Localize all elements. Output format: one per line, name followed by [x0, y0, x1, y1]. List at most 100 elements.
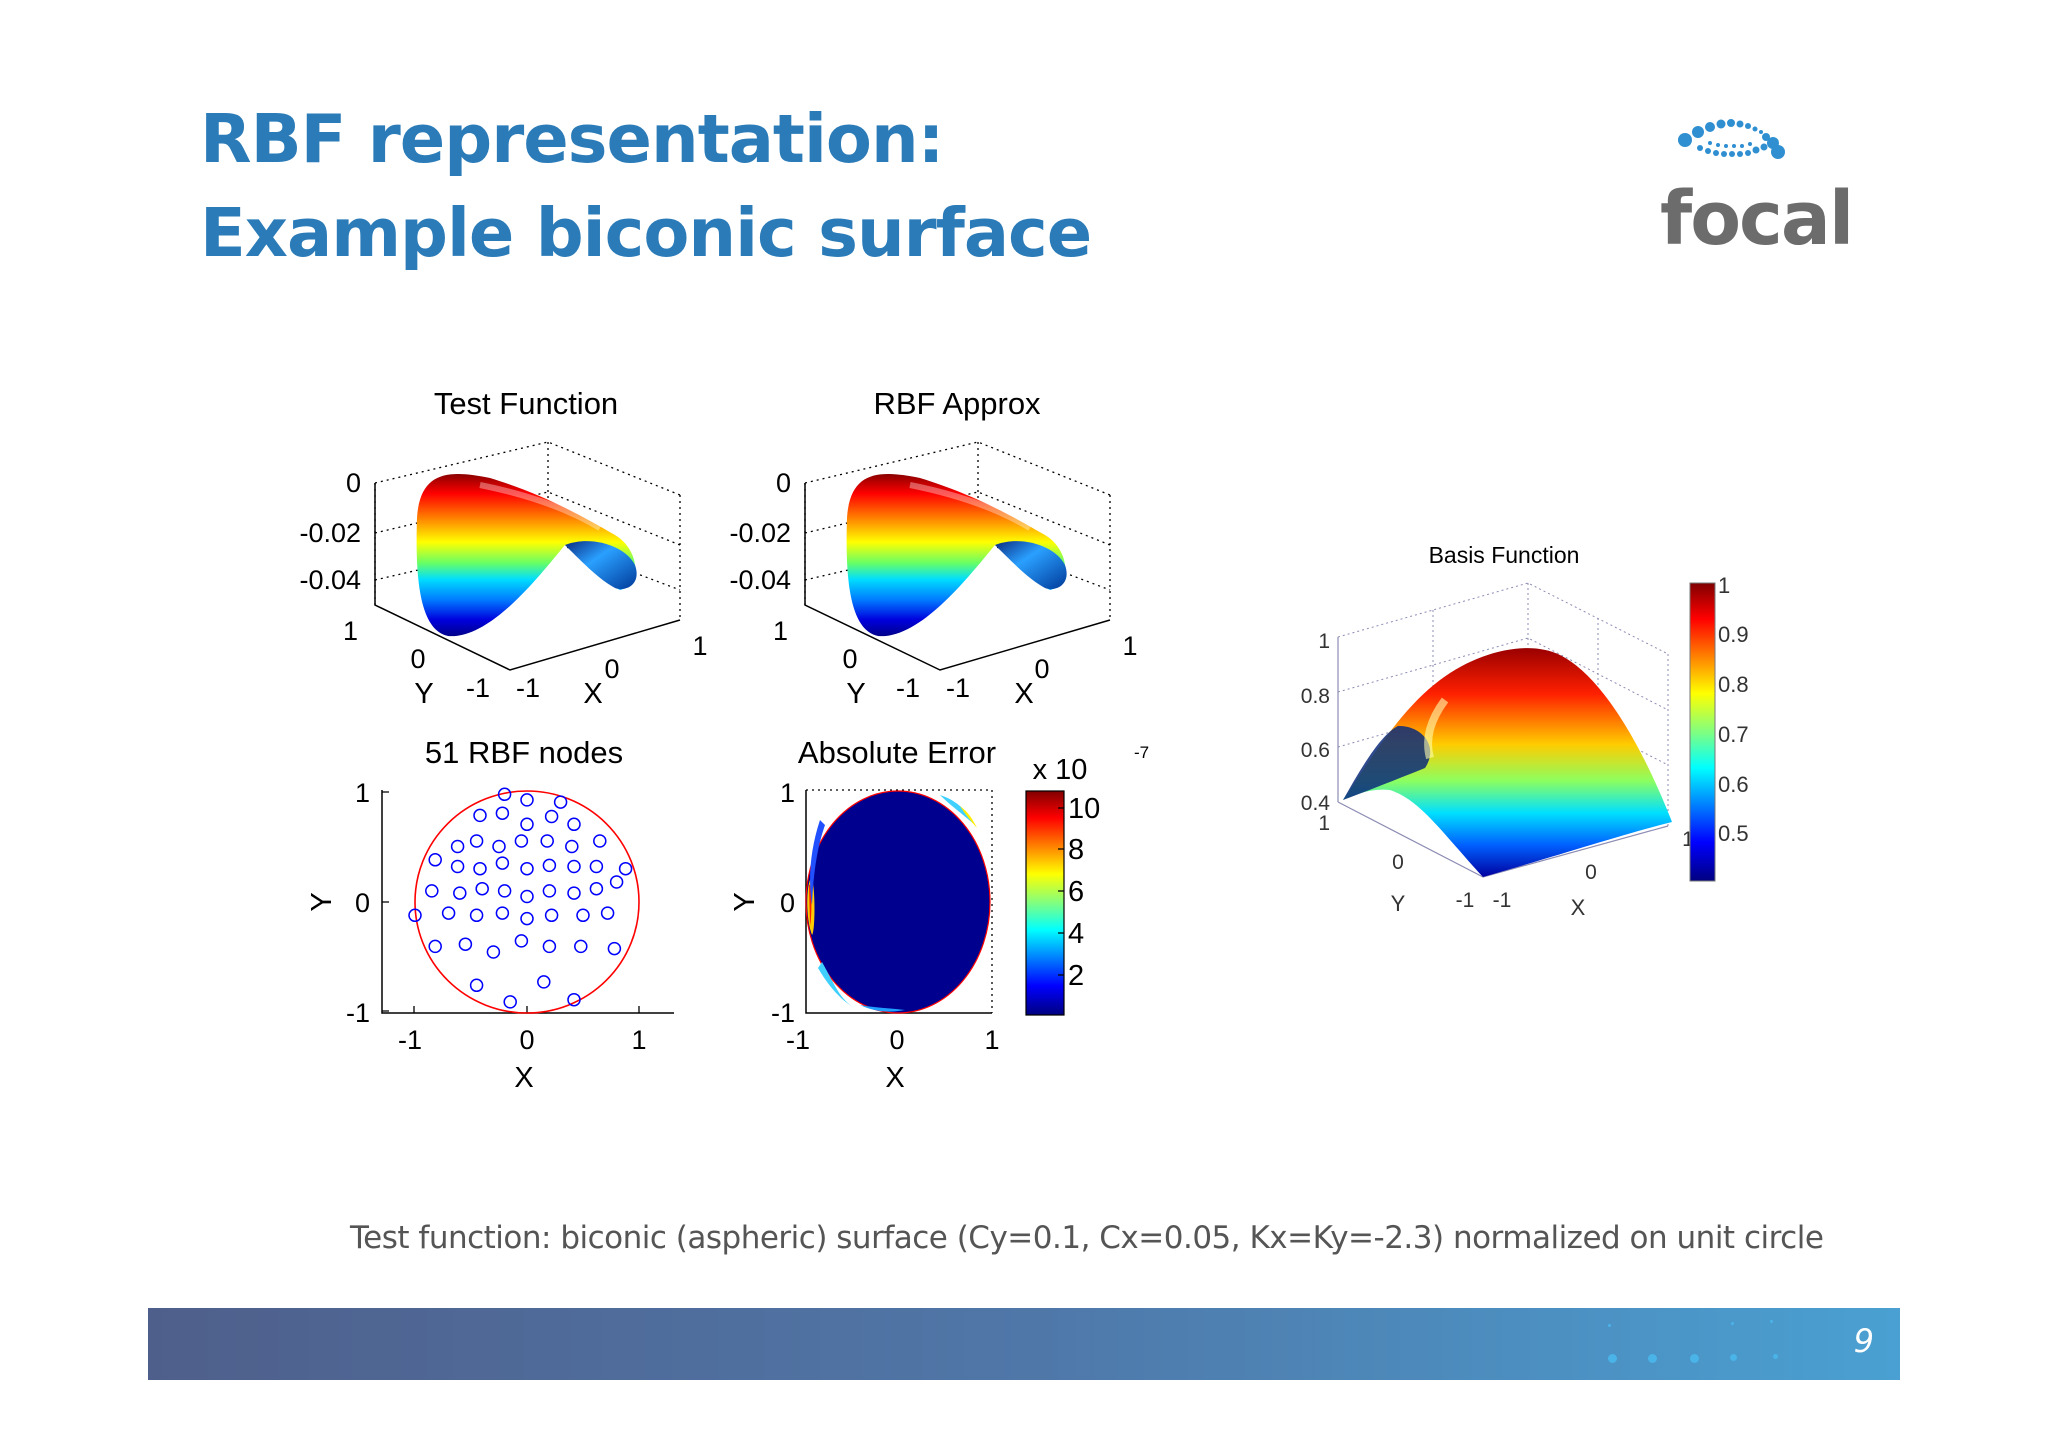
rbf-node-marker: [520, 817, 534, 832]
rbf-approx-plot: RBF Approx 0 -0.02 -0.04 1 0 -1 -1 0 1 Y…: [729, 386, 1137, 710]
surface-mesh: [846, 474, 1067, 637]
rbf-node-marker: [576, 908, 590, 923]
rbf-node-marker: [589, 881, 604, 896]
y-axis-label: Y: [1391, 891, 1406, 916]
decor-dot: [1608, 1354, 1617, 1363]
colorbar-tick: 1: [1718, 573, 1730, 598]
test-function-plot: Test Function 0 -0.02 -0.04 1 0 -1 -1 0 …: [299, 386, 707, 710]
rbf-node-marker: [567, 817, 581, 832]
rbf-node-marker: [428, 939, 442, 954]
rbf-node-marker: [589, 859, 604, 874]
x-tick: -1: [398, 1025, 422, 1055]
rbf-node-marker: [514, 934, 529, 948]
rbf-node-marker: [486, 945, 501, 959]
colorbar-scale-label: x 10: [1033, 754, 1088, 786]
rbf-node-marker: [473, 861, 487, 876]
colorbar-tick: 0.7: [1718, 722, 1749, 747]
decor-dot: [1648, 1354, 1657, 1363]
colorbar-tick: 0.5: [1718, 821, 1749, 846]
error-heatmap: [805, 790, 991, 1014]
logo-dots-icon: [1678, 119, 1785, 159]
x-tick: 1: [631, 1025, 646, 1055]
surface-mesh: [1343, 648, 1672, 877]
decor-dot: [1770, 1320, 1773, 1323]
rbf-node-marker: [542, 858, 557, 873]
rbf-node-marker: [450, 839, 465, 854]
decor-dot: [1730, 1354, 1737, 1361]
y-tick: -1: [896, 673, 920, 703]
y-tick: -1: [346, 998, 370, 1028]
y-tick: 1: [780, 778, 795, 808]
absolute-error-plot: Absolute Error 1 0 -1 -1 0 1 X Y 10: [729, 735, 1149, 1094]
z-tick: 0.4: [1301, 792, 1331, 815]
rbf-node-marker: [618, 861, 633, 876]
decor-dot: [1773, 1354, 1778, 1359]
y-axis-label: Y: [846, 678, 865, 710]
z-tick: -0.02: [299, 518, 361, 548]
logo-text: focal: [1660, 176, 1854, 262]
y-tick: 0: [842, 644, 857, 674]
surface-mesh: [416, 474, 637, 637]
rbf-node-marker: [495, 806, 510, 820]
z-tick: 0.8: [1301, 685, 1330, 708]
rbf-node-marker: [497, 787, 512, 802]
rbf-node-marker: [567, 886, 581, 900]
rbf-node-marker: [428, 853, 442, 867]
x-axis-label: X: [885, 1062, 904, 1094]
rbf-node-marker: [593, 834, 607, 848]
rbf-node-marker: [469, 834, 484, 848]
rbf-node-marker: [567, 992, 581, 1007]
y-tick: 1: [343, 616, 358, 646]
rbf-node-marker: [458, 937, 473, 951]
y-tick: 0: [355, 888, 370, 918]
z-tick: 1: [1318, 630, 1330, 653]
axes: [381, 790, 674, 1014]
rbf-node-marker: [520, 861, 534, 876]
colorbar-tick: 0.8: [1718, 672, 1749, 697]
basis-colorbar: 1 0.9 0.8 0.7 0.6 0.5: [1689, 573, 1749, 882]
z-tick: 0: [776, 468, 791, 498]
x-tick: 1: [692, 631, 707, 661]
rbf-node-marker: [495, 906, 510, 920]
x-tick: -1: [1493, 889, 1512, 912]
rbf-node-marker: [453, 886, 467, 900]
rbf-node-marker: [475, 881, 489, 896]
y-tick: 1: [355, 778, 370, 808]
rbf-node-marker: [544, 809, 559, 824]
rbf-node-marker: [495, 856, 510, 870]
rbf-node-marker: [607, 941, 622, 956]
page-number: 9: [1853, 1322, 1874, 1360]
rbf-node-marker: [520, 793, 534, 807]
rbf-node-marker: [520, 889, 534, 904]
rbf-node-marker: [441, 906, 456, 920]
figure-caption: Test function: biconic (aspheric) surfac…: [350, 1220, 1824, 1256]
y-axis-label: Y: [729, 892, 761, 911]
z-tick: -0.04: [299, 565, 361, 595]
slide-title: RBF representation: Example biconic surf…: [200, 92, 1092, 280]
colorbar-tick: 2: [1068, 960, 1084, 992]
decor-dot: [1731, 1322, 1734, 1325]
x-axis-label: X: [514, 1062, 533, 1094]
y-tick: 0: [780, 888, 795, 918]
y-axis-label: Y: [414, 678, 433, 710]
colorbar-tick: 10: [1068, 793, 1100, 825]
rbf-node-marker: [537, 975, 551, 989]
colorbar-tick: 0.9: [1718, 622, 1749, 647]
rbf-node-marker: [544, 908, 559, 923]
rbf-node-marker: [609, 875, 624, 889]
x-tick: 0: [1585, 861, 1597, 884]
x-tick: 0: [519, 1025, 534, 1055]
rbf-node-marker: [520, 911, 534, 926]
z-tick: 0.6: [1301, 739, 1330, 762]
plot-title: Basis Function: [1429, 542, 1580, 568]
unit-circle-boundary: [414, 790, 640, 1014]
rbf-node-marker: [567, 859, 581, 874]
rbf-node-marker: [542, 884, 557, 898]
plot-title: Test Function: [434, 386, 618, 421]
basis-function-plot: Basis Function 1 0.8 0.6 0.4 1 0 -1 -1 0…: [1301, 542, 1749, 920]
error-colorbar: 10 8 6 4 2 x 10 -7: [1025, 743, 1149, 1016]
rbf-node-marker: [503, 995, 517, 1009]
rbf-node-marker: [553, 795, 568, 809]
footer-bar: 9: [148, 1308, 1900, 1380]
focal-logo: focal: [1660, 110, 1854, 262]
